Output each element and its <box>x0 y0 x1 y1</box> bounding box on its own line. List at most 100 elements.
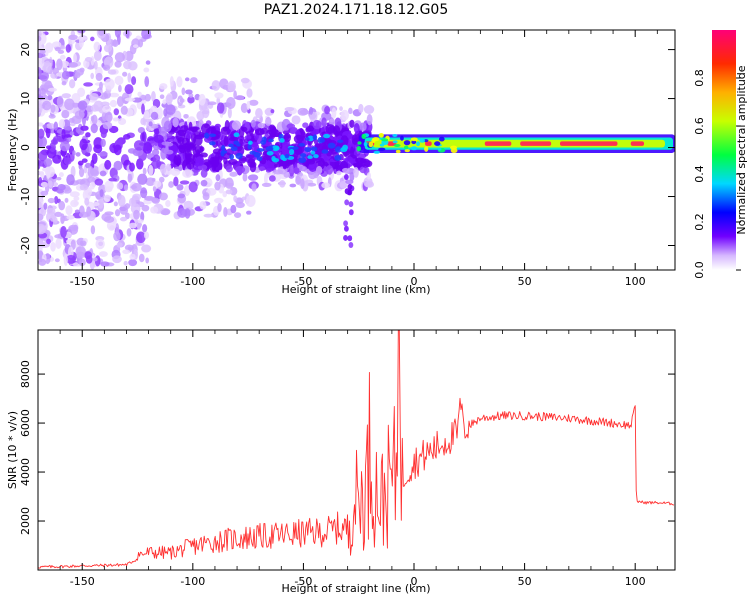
spectrogram-cell <box>292 146 299 150</box>
spectrogram-cell <box>312 119 322 130</box>
spectrogram-cell <box>303 108 308 112</box>
spectrogram-cell <box>68 61 79 68</box>
snr-xtick-label: -50 <box>294 575 312 588</box>
spectrogram-cell <box>57 183 66 191</box>
spectrogram-cell <box>54 196 59 205</box>
spectrogram-cell <box>141 204 150 212</box>
spectrogram-cell <box>143 67 150 73</box>
spectrogram-cell <box>38 223 47 235</box>
spectrogram-cell <box>340 147 348 153</box>
spectrogram-cell <box>74 72 81 79</box>
spectrogram-cell <box>143 110 150 120</box>
spectrogram-cell <box>51 41 62 49</box>
spectrogram-cell <box>242 173 248 182</box>
spectrogram-cell <box>90 115 95 122</box>
spectrogram-cell <box>84 197 90 206</box>
spectrogram-cell <box>334 146 342 153</box>
spectrogram-cell <box>66 214 75 220</box>
spectrogram-cell <box>159 83 168 90</box>
spectrogram-cell <box>233 212 242 219</box>
spectrogram-cell <box>173 176 179 187</box>
spectrogram-cell <box>325 165 334 175</box>
band-detail <box>356 145 362 152</box>
band-detail <box>357 141 362 145</box>
band-detail <box>392 133 398 138</box>
spectrogram-cell <box>217 202 222 213</box>
spectrogram-cell <box>133 140 145 151</box>
spectrogram-cell <box>56 95 64 108</box>
spectrogram-cell <box>310 150 316 155</box>
spectrogram-cell <box>363 105 375 114</box>
spectrogram-cell <box>126 228 132 237</box>
spectrogram-cell <box>113 39 117 47</box>
spectrogram-cell <box>168 181 174 188</box>
spectrogram-xlabel: Height of straight line (km) <box>281 283 430 296</box>
colorbar-tick-label: 0.4 <box>693 165 706 183</box>
spectrogram-cell <box>127 173 133 183</box>
spectrogram-cell <box>39 84 50 92</box>
band-core <box>630 141 645 146</box>
snr-xtick-label: -150 <box>70 575 95 588</box>
spectrogram-cell <box>71 92 81 104</box>
spectrogram-cell <box>348 107 353 115</box>
spectrogram-cell <box>95 72 103 82</box>
spectrogram-cell <box>145 60 151 65</box>
spectrogram-cell <box>345 179 354 185</box>
spectrogram-cell <box>50 104 56 113</box>
spectrogram-cell <box>68 34 78 41</box>
spectrogram-cell <box>224 119 230 131</box>
spectrogram-cell <box>123 260 128 266</box>
spectrogram-cell <box>225 165 233 173</box>
spectrogram-cell <box>73 196 80 201</box>
spectrogram-cell <box>94 178 104 186</box>
spectrogram-cell <box>209 133 217 138</box>
spectrogram-ytick-label: 0 <box>19 144 32 151</box>
spectrogram-cell <box>47 94 53 101</box>
spectrogram-cell <box>141 244 152 253</box>
spectrogram-cell <box>124 97 136 102</box>
spectrogram-cell <box>159 94 165 100</box>
spectrogram-cell <box>65 44 71 53</box>
spectrogram-cell <box>46 168 51 179</box>
spectrogram-cell <box>344 225 349 232</box>
spectrogram-cell <box>43 158 53 167</box>
spectrogram-cell <box>312 134 318 141</box>
spectrogram-cell <box>366 172 372 180</box>
spectrogram-xtick-label: -50 <box>294 275 312 288</box>
spectrogram-cell <box>208 141 216 146</box>
spectrogram-cell <box>339 106 343 111</box>
spectrogram-cell <box>132 44 139 49</box>
spectrogram-cell <box>300 178 305 190</box>
band-detail <box>450 148 458 154</box>
spectrogram-cell <box>245 195 256 207</box>
spectrogram-cell <box>128 259 138 267</box>
spectrogram-cell <box>38 30 42 37</box>
spectrogram-cell <box>353 122 360 134</box>
spectrogram-cell <box>45 126 51 139</box>
spectrogram-cell <box>214 92 224 99</box>
spectrogram-cell <box>46 207 56 215</box>
band-detail <box>395 149 401 154</box>
spectrogram-cell <box>199 145 204 154</box>
spectrogram-cell <box>284 153 290 159</box>
spectrogram-cell <box>278 133 284 139</box>
spectrogram-cell <box>163 108 168 117</box>
snr-xtick-label: 100 <box>625 575 646 588</box>
spectrogram-cell <box>90 36 95 42</box>
spectrogram-cell <box>279 138 285 143</box>
spectrogram-cell <box>136 158 144 170</box>
spectrogram-cell <box>48 180 53 188</box>
colorbar-tick-label: 0.0 <box>693 261 706 279</box>
spectrogram-cell <box>200 169 208 178</box>
spectrogram-cell <box>266 150 274 156</box>
spectrogram-cell <box>329 118 335 123</box>
spectrogram-cell <box>38 213 44 222</box>
spectrogram-cell <box>233 195 238 203</box>
spectrogram-cell <box>283 132 291 143</box>
spectrogram-cell <box>182 169 193 178</box>
spectrogram-cell <box>140 189 147 194</box>
spectrogram-cell <box>75 152 81 157</box>
spectrogram-cell <box>179 180 190 185</box>
spectrogram-cell <box>38 176 43 184</box>
